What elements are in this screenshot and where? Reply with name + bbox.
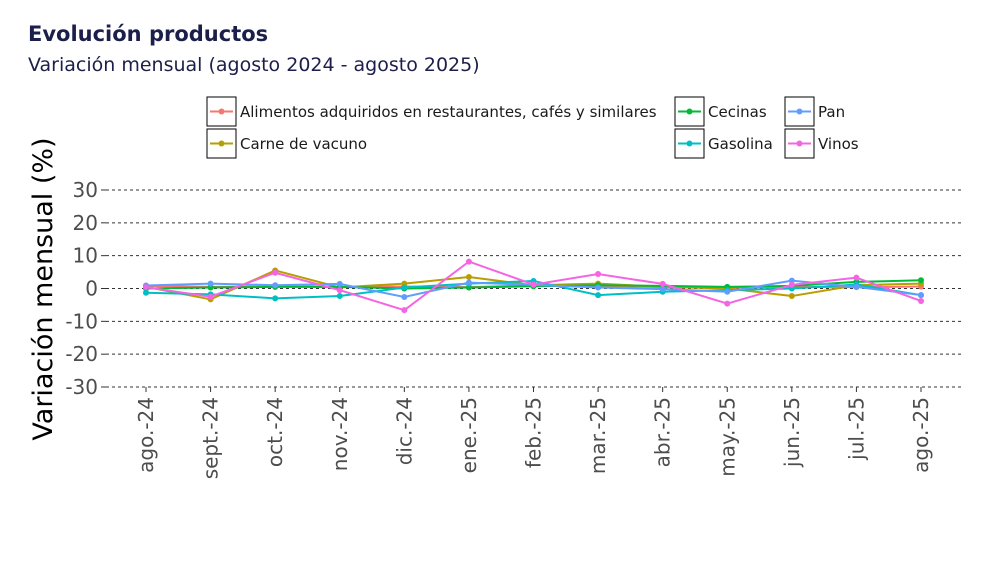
data-point [595,271,602,278]
y-tick-label: -20 [65,342,98,366]
data-point [788,277,795,284]
data-point [207,280,214,287]
data-point [465,258,472,265]
data-point [918,292,924,299]
data-point [272,269,279,276]
data-point [918,277,924,284]
data-point [659,280,666,287]
data-point [401,294,408,301]
series-lines [143,258,924,314]
chart-subtitle: Variación mensual (agosto 2024 - agosto … [28,54,480,76]
data-point [401,284,408,291]
data-point [788,281,795,288]
data-point [143,284,149,291]
legend: Alimentos adquiridos en restaurantes, ca… [206,96,859,159]
data-point [336,293,343,300]
legend-label: Gasolina [708,135,773,153]
y-tick-label: 0 [85,277,98,301]
x-tick-label: oct.-24 [263,397,287,467]
data-point [788,293,795,300]
legend-marker [796,140,803,147]
y-tick-label: 30 [73,178,98,202]
legend-item: Pan [784,96,845,127]
data-point [401,307,408,314]
x-tick-label: ago.-25 [909,397,933,473]
legend-marker [218,140,225,147]
legend-item: Vinos [784,128,859,159]
data-point [724,300,731,307]
x-axis: ago.-24 sept.-24 oct.-24 nov.-24 dic.-24 ene.… [134,387,933,479]
data-point [207,293,214,300]
x-tick-label: dic.-24 [392,397,416,465]
legend-item: Cecinas [674,96,767,127]
x-tick-label: mar.-25 [586,397,610,474]
legend-marker [686,108,693,115]
legend-item: Carne de vacuno [206,128,367,159]
data-point [530,281,537,288]
x-tick-label: feb.-25 [522,397,546,468]
y-axis: -30 -20 -10 0 10 20 30 [65,178,106,399]
data-point [465,274,472,281]
data-point [595,292,602,299]
data-point [724,288,731,295]
data-point [336,287,343,294]
data-point [853,274,860,281]
data-point [336,280,343,287]
y-tick-label: -30 [65,375,98,399]
data-point [595,284,602,291]
x-tick-label: ago.-24 [134,397,158,473]
legend-marker [218,108,225,115]
y-tick-label: 20 [73,211,98,235]
series-5 [143,258,924,314]
legend-label: Alimentos adquiridos en restaurantes, ca… [240,103,657,121]
data-point [272,282,279,289]
data-point [143,289,149,296]
x-tick-label: nov.-24 [328,397,352,471]
data-point [465,279,472,286]
x-tick-label: ene.-25 [457,397,481,473]
chart-title: Evolución productos [28,22,269,46]
y-tick-label: 10 [73,244,98,268]
legend-label: Cecinas [708,103,767,121]
x-tick-label: sept.-24 [199,397,223,479]
data-point [659,286,666,293]
data-point [272,295,279,302]
legend-label: Vinos [818,135,859,153]
legend-item: Gasolina [674,128,773,159]
x-tick-label: jun.-25 [780,397,804,468]
legend-marker [796,108,803,115]
legend-marker [686,140,693,147]
legend-label: Carne de vacuno [240,135,367,153]
legend-label: Pan [818,103,845,121]
y-tick-label: -10 [65,309,98,333]
y-axis-label: Variación mensual (%) [28,137,59,440]
data-point [918,297,924,304]
data-point [853,283,860,290]
x-tick-label: jul.-25 [844,397,868,461]
x-tick-label: may.-25 [715,397,739,477]
legend-item: Alimentos adquiridos en restaurantes, ca… [206,96,657,127]
x-tick-label: abr.-25 [651,397,675,467]
